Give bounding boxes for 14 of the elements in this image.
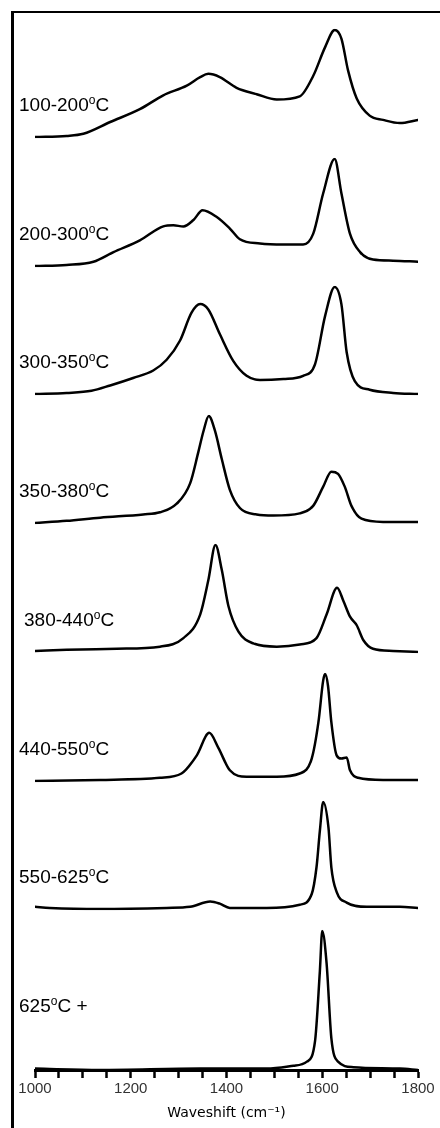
x-tick-label: 1800 [401,1079,435,1097]
x-axis-title: Waveshift (cm⁻¹) [166,1103,287,1120]
x-tick-label: 1200 [114,1079,148,1097]
series-label: 350-380$^{o}$C [19,479,110,503]
series-label: 550-625$^{o}$C [19,865,110,889]
series-label: 440-550$^{o}$C [19,736,110,760]
x-tick-label: 1600 [305,1079,339,1097]
x-tick-label: 1400 [209,1079,244,1097]
x-tick-label: 1000 [18,1079,52,1097]
series-label: 100-200$^{o}$C [19,93,110,117]
text: 625$^{o}$C + [19,993,88,1018]
series-label: 200-300$^{o}$C [19,221,110,246]
series-label: 380-440$^{o}$C [24,607,115,632]
series-label: 300-350$^{o}$C [19,350,110,374]
